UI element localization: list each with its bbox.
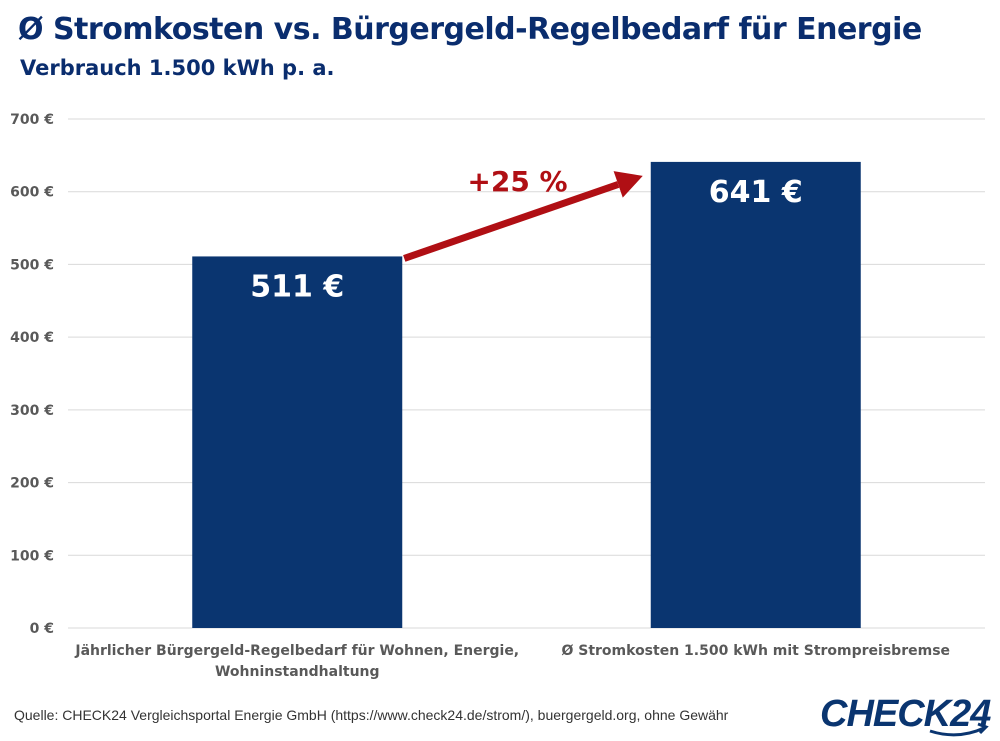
annotation-label: +25 % bbox=[467, 165, 567, 198]
bar bbox=[650, 161, 861, 628]
bars: 511 € 641 € bbox=[192, 161, 861, 628]
source-note: Quelle: CHECK24 Vergleichsportal Energie… bbox=[14, 707, 729, 723]
y-tick-label: 400 € bbox=[10, 330, 54, 346]
arrow-shaft bbox=[403, 181, 620, 262]
chart-subtitle: Verbrauch 1.500 kWh p. a. bbox=[20, 56, 335, 80]
x-tick-label: Wohninstandhaltung bbox=[215, 664, 380, 680]
growth-annotation: +25 % bbox=[403, 165, 643, 262]
x-tick-label: Ø Stromkosten 1.500 kWh mit Strompreisbr… bbox=[561, 643, 950, 659]
logo-text: CHECK24 bbox=[820, 693, 991, 735]
y-tick-label: 700 € bbox=[10, 112, 54, 128]
y-tick-label: 0 € bbox=[30, 621, 54, 637]
data-label: 641 € bbox=[709, 175, 803, 210]
y-tick-label: 300 € bbox=[10, 403, 54, 419]
bar bbox=[192, 256, 403, 628]
check24-logo: CHECK24 bbox=[820, 693, 992, 737]
data-label: 511 € bbox=[250, 269, 344, 304]
y-tick-label: 600 € bbox=[10, 185, 54, 201]
y-tick-label: 200 € bbox=[10, 476, 54, 492]
x-axis-labels: Jährlicher Bürgergeld-Regelbedarf für Wo… bbox=[74, 643, 950, 680]
y-tick-label: 100 € bbox=[10, 548, 54, 564]
arrow-head bbox=[613, 171, 643, 198]
y-tick-label: 500 € bbox=[10, 257, 54, 273]
chart-title: Ø Stromkosten vs. Bürgergeld-Regelbedarf… bbox=[18, 12, 922, 47]
x-tick-label: Jährlicher Bürgergeld-Regelbedarf für Wo… bbox=[74, 643, 519, 659]
y-axis-ticks: 0 € 100 € 200 € 300 € 400 € 500 € 600 € 700 € bbox=[10, 112, 54, 637]
